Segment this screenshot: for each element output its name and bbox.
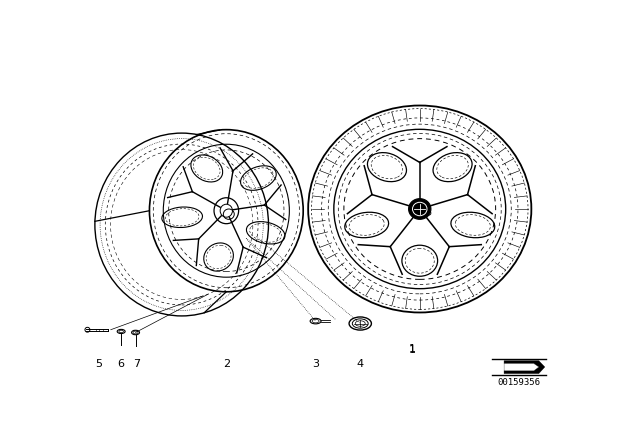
Polygon shape — [504, 363, 539, 371]
Text: 1: 1 — [409, 344, 416, 354]
Text: 00159356: 00159356 — [497, 378, 540, 387]
Polygon shape — [504, 361, 545, 374]
Text: 1: 1 — [409, 345, 416, 355]
Text: 7: 7 — [134, 359, 141, 369]
Text: 6: 6 — [117, 359, 124, 369]
Text: 5: 5 — [95, 359, 102, 369]
Text: 2: 2 — [223, 359, 230, 369]
Text: 3: 3 — [312, 359, 319, 369]
Ellipse shape — [408, 198, 431, 220]
Text: 4: 4 — [356, 359, 364, 369]
